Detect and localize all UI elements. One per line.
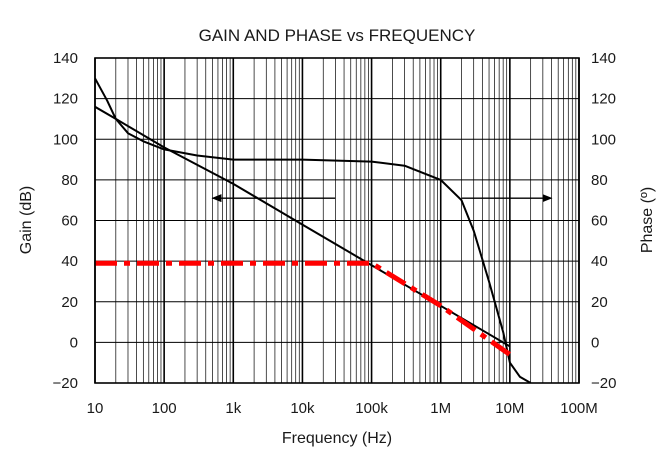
- y2-tick-labels: 140 120 100 80 60 40 20 0 −20: [591, 50, 616, 392]
- x-tick-label: 100k: [355, 400, 388, 417]
- y-axis-label: Gain (dB): [18, 186, 35, 254]
- data-series: [95, 77, 532, 383]
- x-tick-labels: 10 100 1k 10k 100k 1M 10M 100M: [87, 400, 598, 417]
- chart-title: GAIN AND PHASE vs FREQUENCY: [199, 26, 476, 45]
- y2-tick-label: 20: [591, 294, 608, 311]
- x-axis-label: Frequency (Hz): [282, 430, 392, 447]
- y-tick-label: 40: [61, 253, 78, 270]
- y-tick-label: 60: [61, 213, 78, 230]
- y2-tick-label: 60: [591, 213, 608, 230]
- y2-tick-label: 0: [591, 334, 599, 351]
- x-tick-label: 10: [87, 400, 104, 417]
- y2-tick-label: −20: [591, 375, 616, 392]
- plot-frame: [94, 57, 580, 384]
- y-tick-label: 120: [53, 91, 78, 108]
- y-tick-label: −20: [53, 375, 78, 392]
- y-tick-labels: 140 120 100 80 60 40 20 0 −20: [53, 50, 78, 392]
- x-tick-label: 10k: [290, 400, 315, 417]
- grid: [94, 57, 580, 384]
- x-tick-label: 100: [152, 400, 177, 417]
- y-tick-label: 0: [70, 334, 78, 351]
- y2-tick-label: 80: [591, 172, 608, 189]
- y-tick-label: 100: [53, 131, 78, 148]
- x-tick-label: 1M: [430, 400, 451, 417]
- x-tick-label: 100M: [560, 400, 598, 417]
- y2-tick-label: 100: [591, 131, 616, 148]
- y-tick-label: 20: [61, 294, 78, 311]
- y2-tick-label: 40: [591, 253, 608, 270]
- x-tick-label: 10M: [495, 400, 524, 417]
- y-tick-label: 140: [53, 50, 78, 67]
- series-closed-loop-gain-line: [95, 260, 512, 357]
- y2-axis-label: Phase (º): [639, 187, 656, 253]
- y2-tick-label: 140: [591, 50, 616, 67]
- x-tick-label: 1k: [225, 400, 241, 417]
- series-phase-line: [95, 77, 532, 383]
- y2-tick-label: 120: [591, 91, 616, 108]
- y-tick-label: 80: [61, 172, 78, 189]
